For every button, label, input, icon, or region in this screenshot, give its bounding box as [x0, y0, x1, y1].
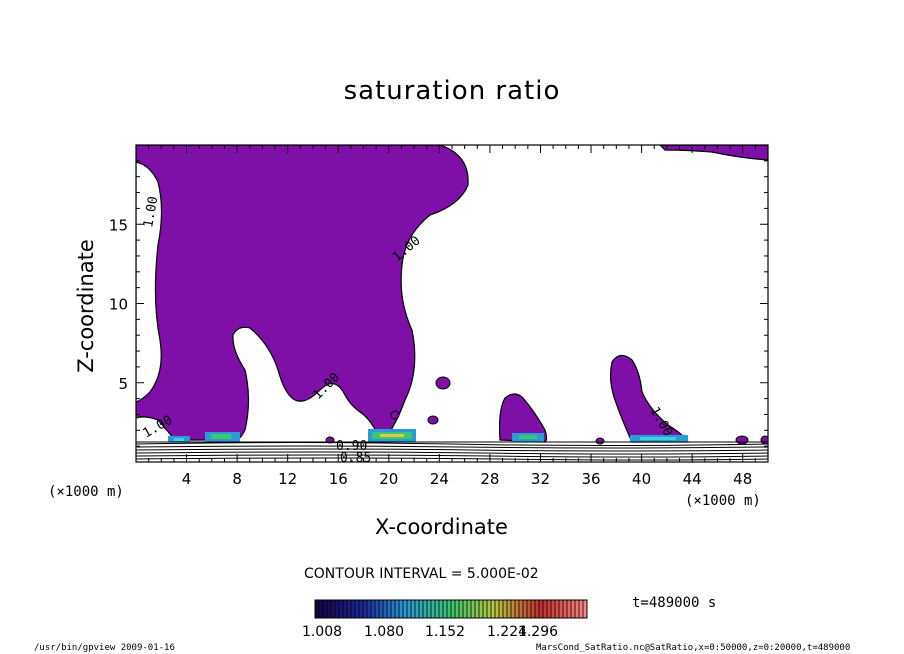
x-axis-label: X-coordinate	[375, 515, 508, 539]
x-axis: 4 8 12 16 20 24 28 32 36 40 44 48	[148, 145, 756, 488]
colorbar-tick: 1.224	[486, 624, 528, 640]
supersaturated-region-main	[136, 145, 469, 441]
colorbar-stripes	[318, 600, 584, 618]
x-tick-label: 44	[683, 470, 702, 488]
colorbar-tick: 1.152	[424, 624, 466, 640]
high-band-4-core	[519, 435, 537, 439]
x-tick-label: 48	[733, 470, 752, 488]
x-tick-label: 32	[531, 470, 550, 488]
colorbar-tick: 1.080	[363, 624, 405, 640]
high-band-1-core	[174, 438, 184, 441]
supersaturated-region-top-right	[659, 145, 768, 161]
high-band-5-core	[640, 437, 676, 440]
y-tick-label: 15	[109, 216, 128, 234]
colorbar-tick: 1.296	[517, 624, 559, 640]
x-tick-label: 40	[632, 470, 651, 488]
x-unit-label-left: (×1000 m)	[48, 484, 124, 500]
high-band-2-core	[211, 434, 231, 439]
x-tick-label: 12	[278, 470, 297, 488]
footer-left: /usr/bin/gpview 2009-01-16	[34, 643, 175, 653]
supersaturated-island-3	[390, 410, 400, 420]
high-band-3-core	[380, 434, 404, 437]
x-tick-label: 20	[379, 470, 398, 488]
supersaturated-island-2	[427, 415, 439, 425]
contour-label: 0.85	[340, 451, 371, 466]
x-tick-label: 36	[581, 470, 600, 488]
time-label: t=489000 s	[632, 595, 717, 611]
y-axis-label: Z-coordinate	[74, 239, 98, 373]
supersaturated-island-4	[735, 435, 749, 445]
supersaturated-island-1	[435, 376, 451, 390]
contour-interval-label: CONTOUR INTERVAL = 5.000E-02	[304, 566, 539, 582]
colorbar-tick-labels: 1.008 1.080 1.152 1.224 1.296	[300, 624, 580, 640]
x-tick-label: 4	[182, 470, 192, 488]
contour-fills	[136, 145, 768, 461]
y-axis: 5 10 15	[109, 160, 768, 447]
supersaturated-region-40	[609, 354, 690, 443]
supersaturated-island-7	[595, 437, 605, 445]
x-tick-label: 16	[329, 470, 348, 488]
contour-label: 1.00	[141, 195, 161, 228]
contour-label: 0.90	[336, 439, 367, 454]
subsaturated-region-left	[136, 161, 163, 403]
boundary-layer-contours	[136, 441, 768, 461]
x-unit-label-right: (×1000 m)	[685, 493, 761, 509]
x-tick-label: 28	[480, 470, 499, 488]
footer-right: MarsCond_SatRatio.nc@SatRatio,x=0:50000,…	[536, 643, 851, 653]
chart-title: saturation ratio	[343, 76, 561, 106]
y-tick-label: 5	[118, 375, 128, 393]
supersaturated-region-32	[498, 393, 548, 443]
x-tick-label: 8	[232, 470, 242, 488]
x-tick-label: 24	[430, 470, 449, 488]
colorbar-tick: 1.008	[301, 624, 343, 640]
y-tick-label: 10	[109, 296, 128, 314]
